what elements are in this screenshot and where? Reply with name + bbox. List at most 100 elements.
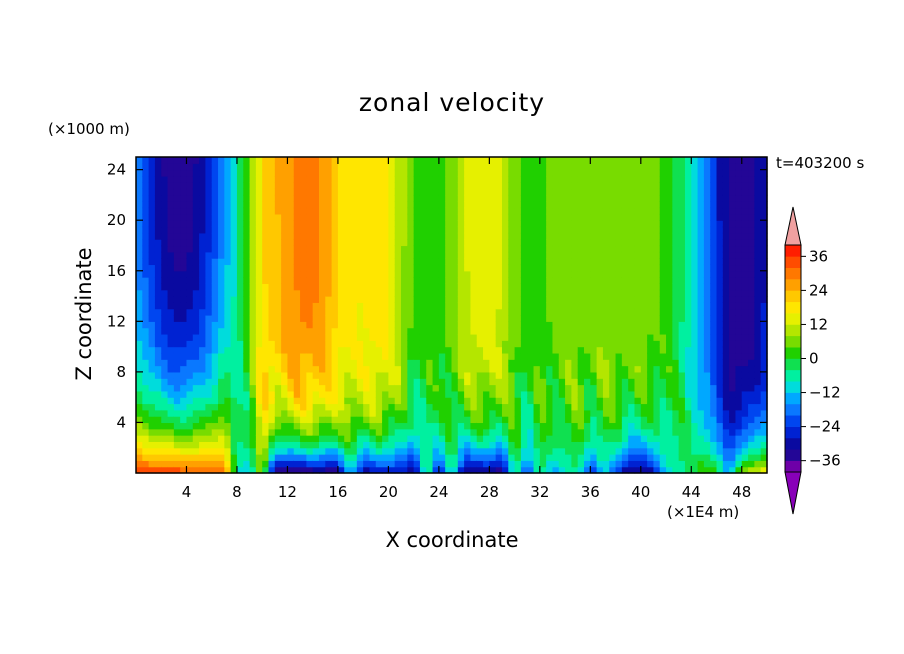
field-cell (457, 258, 465, 266)
field-cell (312, 321, 320, 329)
field-cell (173, 447, 181, 455)
field-cell (148, 409, 156, 417)
field-cell (527, 251, 535, 259)
field-cell (628, 352, 636, 360)
field-cell (634, 352, 642, 360)
field-cell (350, 352, 358, 360)
field-cell (609, 277, 617, 284)
field-cell (180, 302, 188, 310)
field-cell (508, 346, 516, 354)
field-cell (584, 454, 591, 461)
field-cell (262, 157, 270, 164)
field-cell (211, 270, 219, 278)
field-cell (167, 454, 175, 461)
field-cell (173, 283, 181, 291)
field-cell (293, 258, 301, 266)
field-cell (281, 163, 289, 171)
field-cell (268, 409, 276, 417)
field-cell (628, 435, 636, 442)
field-cell (312, 333, 320, 341)
field-cell (293, 365, 301, 373)
field-cell (363, 289, 371, 297)
field-cell (615, 454, 623, 461)
field-cell (369, 340, 377, 348)
field-cell (192, 270, 200, 278)
field-cell (154, 378, 162, 386)
field-cell (539, 466, 547, 474)
field-cell (628, 441, 636, 449)
field-cell (609, 182, 617, 190)
field-cell (565, 188, 572, 196)
field-cell (760, 441, 768, 449)
field-cell (546, 226, 554, 234)
field-cell (703, 245, 711, 253)
field-cell (218, 232, 225, 240)
field-cell (729, 201, 737, 209)
field-cell (318, 207, 326, 215)
field-cell (262, 169, 270, 177)
field-cell (274, 378, 282, 386)
field-cell (249, 213, 257, 221)
field-cell (325, 409, 333, 417)
field-cell (464, 365, 472, 373)
field-cell (199, 277, 207, 284)
field-cell (199, 409, 207, 417)
field-cell (514, 302, 522, 310)
field-cell (489, 302, 497, 310)
field-cell (432, 403, 440, 411)
field-cell (602, 340, 610, 348)
field-cell (375, 296, 383, 303)
field-cell (615, 321, 623, 329)
field-cell (293, 182, 301, 190)
field-cell (224, 258, 232, 266)
field-cell (445, 315, 453, 322)
field-cell (565, 220, 572, 228)
field-cell (413, 175, 421, 183)
field-cell (666, 390, 673, 398)
field-cell (697, 409, 705, 417)
field-cell (287, 308, 295, 316)
field-cell (716, 321, 724, 329)
field-cell (634, 346, 642, 354)
field-cell (609, 340, 617, 348)
field-cell (293, 163, 301, 171)
field-cell (356, 422, 364, 430)
field-cell (211, 207, 219, 215)
field-cell (647, 428, 655, 436)
field-cell (356, 188, 364, 196)
field-cell (565, 384, 572, 392)
field-cell (199, 416, 207, 424)
field-cell (306, 390, 314, 398)
field-cell (350, 308, 358, 316)
field-cell (180, 384, 188, 392)
field-cell (363, 239, 371, 247)
field-cell (180, 194, 188, 202)
field-cell (684, 258, 692, 266)
field-cell (325, 428, 333, 436)
field-cell (483, 289, 490, 297)
field-cell (457, 333, 465, 341)
field-cell (136, 435, 143, 442)
field-cell (136, 296, 143, 303)
field-cell (218, 390, 225, 398)
field-cell (413, 296, 421, 303)
field-cell (300, 157, 307, 164)
field-cell (533, 226, 541, 234)
field-cell (325, 226, 333, 234)
field-cell (388, 169, 396, 177)
field-cell (558, 157, 566, 164)
field-cell (527, 321, 535, 329)
field-cell (735, 403, 743, 411)
field-cell (451, 194, 459, 202)
field-cell (495, 346, 503, 354)
field-cell (192, 251, 200, 259)
field-cell (318, 188, 326, 196)
field-cell (514, 277, 522, 284)
field-cell (451, 422, 459, 430)
field-cell (558, 428, 566, 436)
field-cell (508, 327, 516, 335)
field-cell (457, 226, 465, 234)
field-cell (148, 226, 156, 234)
field-cell (571, 175, 579, 183)
field-cell (748, 359, 755, 367)
